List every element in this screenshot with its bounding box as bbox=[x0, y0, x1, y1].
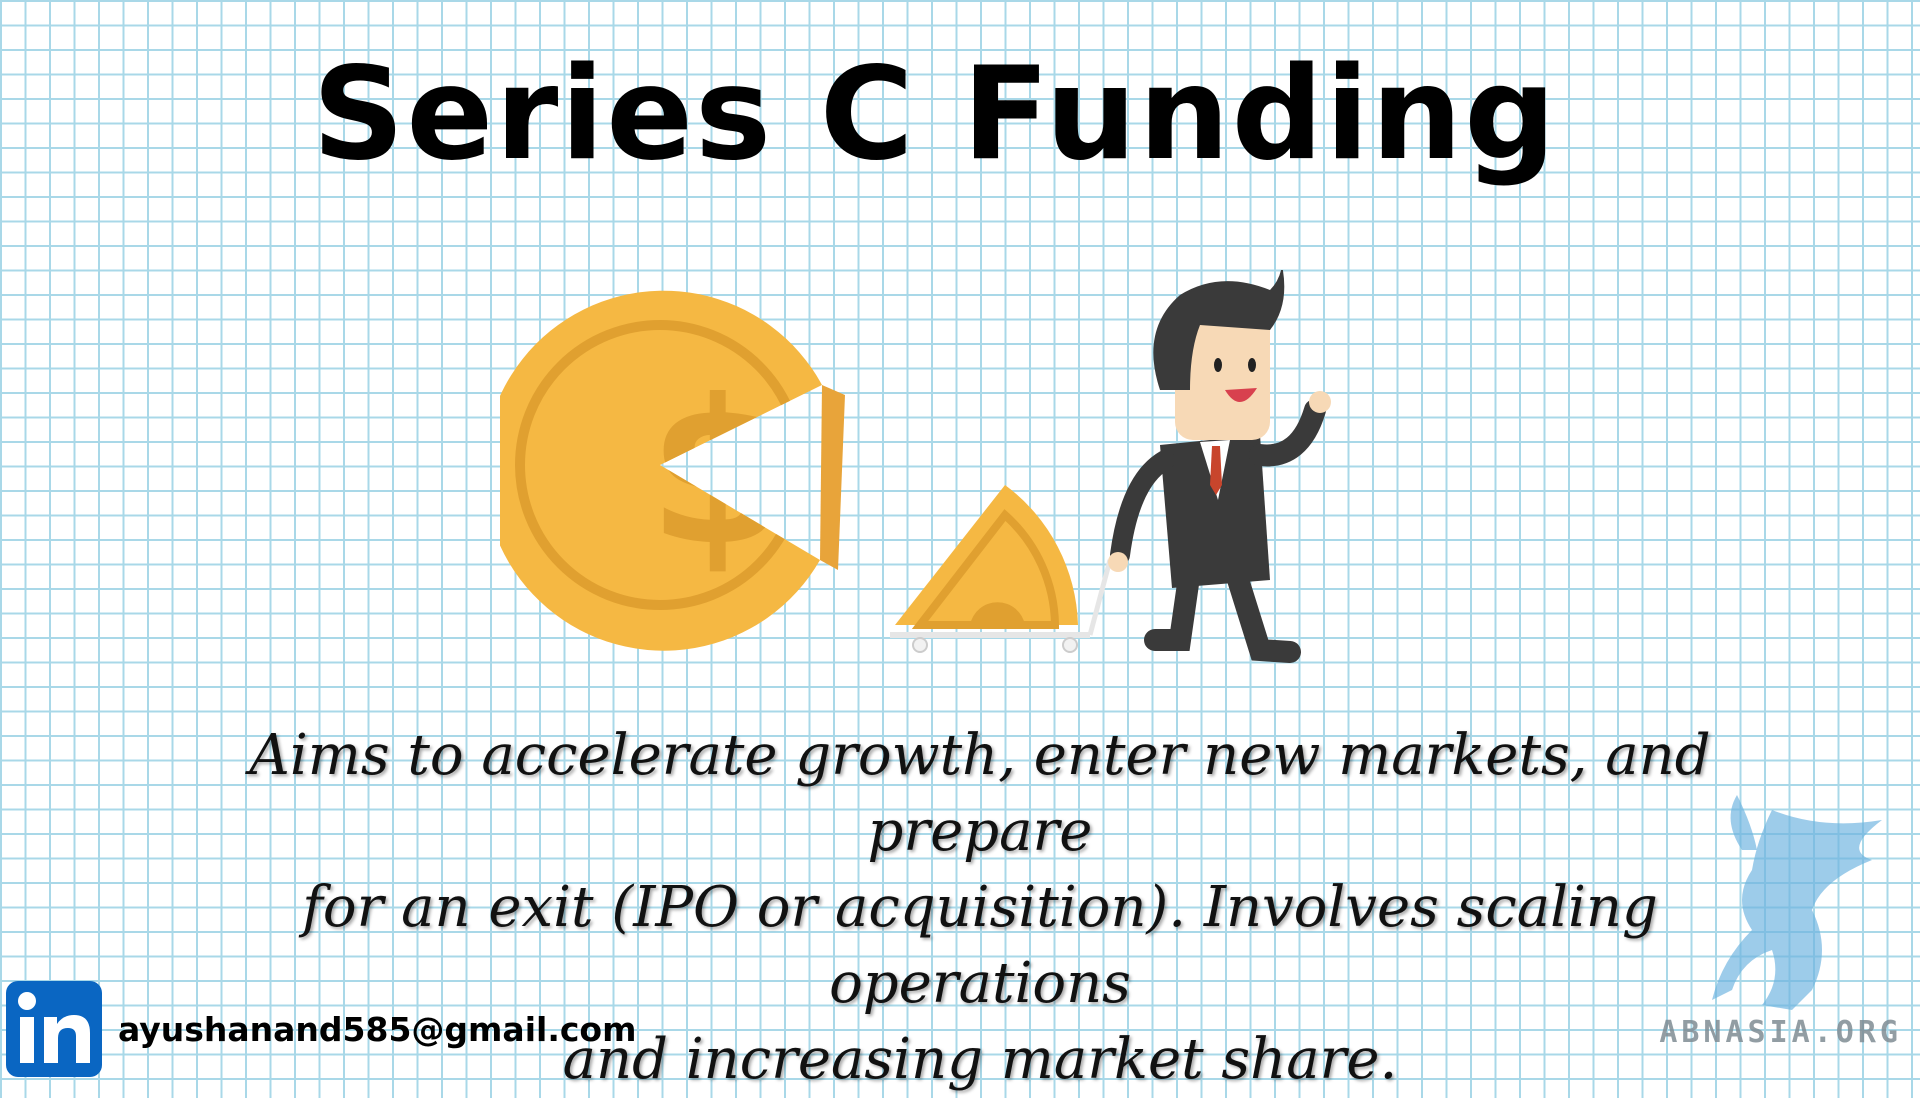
griffin-logo bbox=[1712, 795, 1882, 1010]
coin-slice-icon bbox=[890, 485, 1113, 653]
svg-text:$: $ bbox=[648, 357, 787, 590]
linkedin-icon[interactable] bbox=[6, 981, 102, 1077]
description-line: for an exit (IPO or acquisition). Involv… bbox=[302, 875, 1658, 1016]
page-title: Series C Funding bbox=[312, 40, 1558, 189]
dollar-coin-icon: $ bbox=[483, 290, 845, 651]
description-text: Aims to accelerate growth, enter new mar… bbox=[150, 718, 1810, 1098]
contact-info: ayushanand585@gmail.com bbox=[6, 980, 636, 1078]
contact-email[interactable]: ayushanand585@gmail.com bbox=[118, 1009, 637, 1049]
watermark: ABNASIA.ORG bbox=[1642, 790, 1912, 1080]
funding-illustration: $ bbox=[483, 265, 1400, 670]
businessman-icon bbox=[1108, 265, 1331, 663]
watermark-text: ABNASIA.ORG bbox=[1659, 1015, 1902, 1050]
description-line: Aims to accelerate growth, enter new mar… bbox=[249, 723, 1711, 864]
